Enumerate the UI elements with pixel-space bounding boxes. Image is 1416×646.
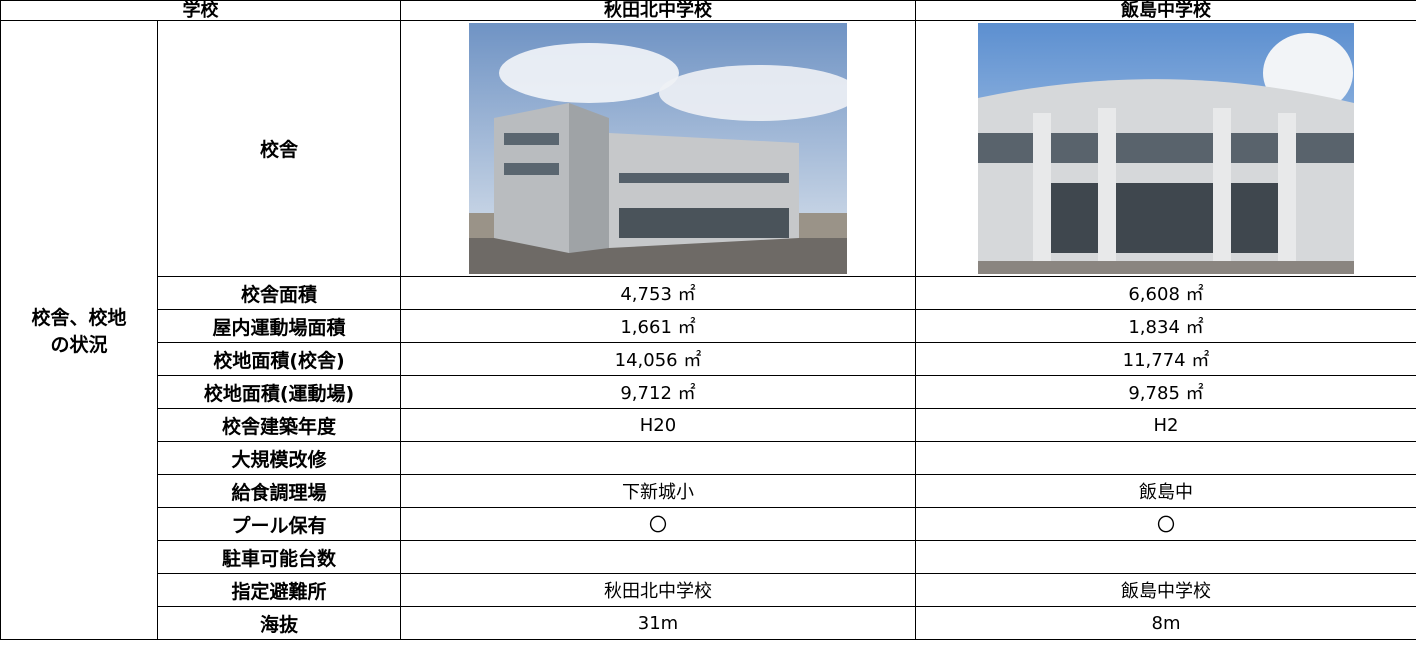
data-row: 校地面積(運動場) 9,712 ㎡ 9,785 ㎡ xyxy=(1,375,1416,409)
photo-cell xyxy=(915,20,1416,277)
data-row: 指定避難所 秋田北中学校 飯島中学校 xyxy=(1,573,1416,607)
data-row: プール保有〇〇 xyxy=(1,507,1416,541)
data-row: 校舎建築年度 H20 H2 xyxy=(1,408,1416,442)
value-cell: 11,774 ㎡ xyxy=(915,342,1416,376)
value-cell: 〇 xyxy=(400,507,916,541)
value-cell xyxy=(400,540,916,574)
row-label: 海抜 xyxy=(157,606,401,640)
value-cell: 下新城小 xyxy=(400,474,916,508)
value-cell xyxy=(915,441,1416,475)
value-cell xyxy=(400,441,916,475)
section-cell: 校舎、校地の状況 xyxy=(0,20,158,640)
header-cell: 飯島中学校 xyxy=(915,0,1416,21)
row-label: 屋内運動場面積 xyxy=(157,309,401,343)
row-label: 校舎 xyxy=(157,20,401,277)
data-row: 大規模改修 xyxy=(1,441,1416,475)
value-cell: H20 xyxy=(400,408,916,442)
value-cell: 14,056 ㎡ xyxy=(400,342,916,376)
value-cell: 秋田北中学校 xyxy=(400,573,916,607)
school-photo xyxy=(978,23,1354,274)
value-cell: 6,608 ㎡ xyxy=(915,276,1416,310)
row-label: 校舎面積 xyxy=(157,276,401,310)
row-label: プール保有 xyxy=(157,507,401,541)
row-label: 大規模改修 xyxy=(157,441,401,475)
data-row: 校地面積(校舎) 14,056 ㎡ 11,774 ㎡ xyxy=(1,342,1416,376)
section-label: 校舎、校地の状況 xyxy=(31,307,127,356)
photo-row: 校舎、校地の状況 校舎 xyxy=(0,20,1416,640)
row-label: 校地面積(運動場) xyxy=(157,375,401,409)
header-row: 学校 秋田北中学校 飯島中学校 xyxy=(0,0,1416,21)
value-cell: 〇 xyxy=(915,507,1416,541)
photo-cell xyxy=(400,20,916,277)
value-cell: 9,712 ㎡ xyxy=(400,375,916,409)
value-cell: 1,834 ㎡ xyxy=(915,309,1416,343)
school-photo xyxy=(469,23,847,274)
row-label: 駐車可能台数 xyxy=(157,540,401,574)
value-cell: 1,661 ㎡ xyxy=(400,309,916,343)
value-cell: 4,753 ㎡ xyxy=(400,276,916,310)
data-row: 給食調理場 下新城小 飯島中 xyxy=(1,474,1416,508)
row-label: 校地面積(校舎) xyxy=(157,342,401,376)
value-cell: 8m xyxy=(915,606,1416,640)
value-cell: 飯島中 xyxy=(915,474,1416,508)
value-cell: 31m xyxy=(400,606,916,640)
data-row: 校舎面積 4,753 ㎡ 6,608 ㎡ xyxy=(1,276,1416,310)
value-cell xyxy=(915,540,1416,574)
data-row: 屋内運動場面積 1,661 ㎡ 1,834 ㎡ xyxy=(1,309,1416,343)
data-row: 海抜 31m 8m xyxy=(1,606,1416,640)
value-cell: 飯島中学校 xyxy=(915,573,1416,607)
value-cell: H2 xyxy=(915,408,1416,442)
row-label: 給食調理場 xyxy=(157,474,401,508)
value-cell: 9,785 ㎡ xyxy=(915,375,1416,409)
header-cell: 秋田北中学校 xyxy=(400,0,916,21)
row-label: 校舎建築年度 xyxy=(157,408,401,442)
data-row: 駐車可能台数 xyxy=(1,540,1416,574)
row-label: 指定避難所 xyxy=(157,573,401,607)
header-cell: 学校 xyxy=(0,0,401,21)
